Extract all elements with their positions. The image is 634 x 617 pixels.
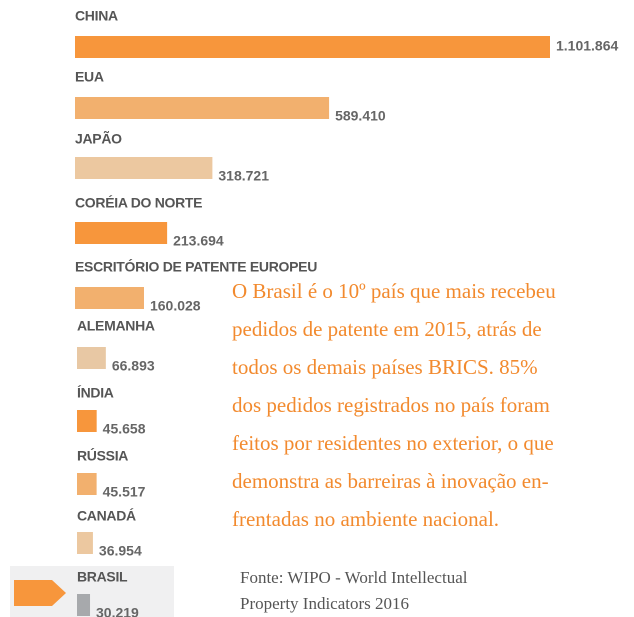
value-label: 213.694 — [173, 233, 224, 249]
bar — [77, 473, 97, 495]
annotation-line: pedidos de patente em 2015, atrás de — [232, 317, 542, 341]
value-label: 45.517 — [103, 484, 146, 500]
bar — [75, 287, 144, 309]
annotation-line: todos os demais países BRICS. 85% — [232, 355, 538, 379]
annotation-line: feitos por residentes no exterior, o que — [232, 431, 554, 455]
bar — [75, 157, 213, 179]
annotation-line: demonstra as barreiras à inovação en- — [232, 469, 549, 493]
value-label: 589.410 — [335, 108, 386, 124]
bar — [77, 532, 93, 554]
annotation-line: frentadas no ambiente nacional. — [232, 507, 500, 531]
category-label: ALEMANHA — [77, 318, 155, 334]
source-line: Fonte: WIPO - World Intellectual — [240, 568, 468, 587]
annotation: O Brasil é o 10º país que mais recebeu pe… — [232, 272, 634, 538]
category-label: BRASIL — [77, 569, 128, 585]
value-label: 318.721 — [218, 168, 269, 184]
bar — [75, 97, 330, 119]
bar — [77, 594, 91, 616]
bar — [77, 347, 106, 369]
source: Fonte: WIPO - World Intellectual Property… — [240, 565, 467, 617]
bar — [77, 410, 97, 432]
category-label: CANADÁ — [77, 508, 136, 524]
source-line: Property Indicators 2016 — [240, 594, 410, 613]
value-label: 36.954 — [99, 543, 142, 559]
category-label: RÚSSIA — [77, 447, 128, 464]
category-label: CHINA — [75, 8, 118, 24]
value-label: 160.028 — [150, 298, 201, 314]
category-label: EUA — [75, 69, 104, 85]
highlight-arrow — [14, 580, 66, 606]
category-label: ESCRITÓRIO DE PATENTE EUROPEU — [75, 258, 317, 275]
bar — [75, 36, 550, 58]
bar — [75, 222, 168, 244]
value-label: 30.219 — [96, 605, 139, 617]
value-label: 1.101.864 — [556, 38, 618, 54]
value-label: 66.893 — [112, 358, 155, 374]
category-label: ÍNDIA — [77, 385, 114, 401]
category-label: JAPÃO — [75, 130, 122, 147]
annotation-line: O Brasil é o 10º país que mais recebeu — [232, 279, 556, 303]
category-label: CORÉIA DO NORTE — [75, 195, 202, 211]
annotation-line: dos pedidos registrados no país foram — [232, 393, 550, 417]
value-label: 45.658 — [103, 421, 146, 437]
